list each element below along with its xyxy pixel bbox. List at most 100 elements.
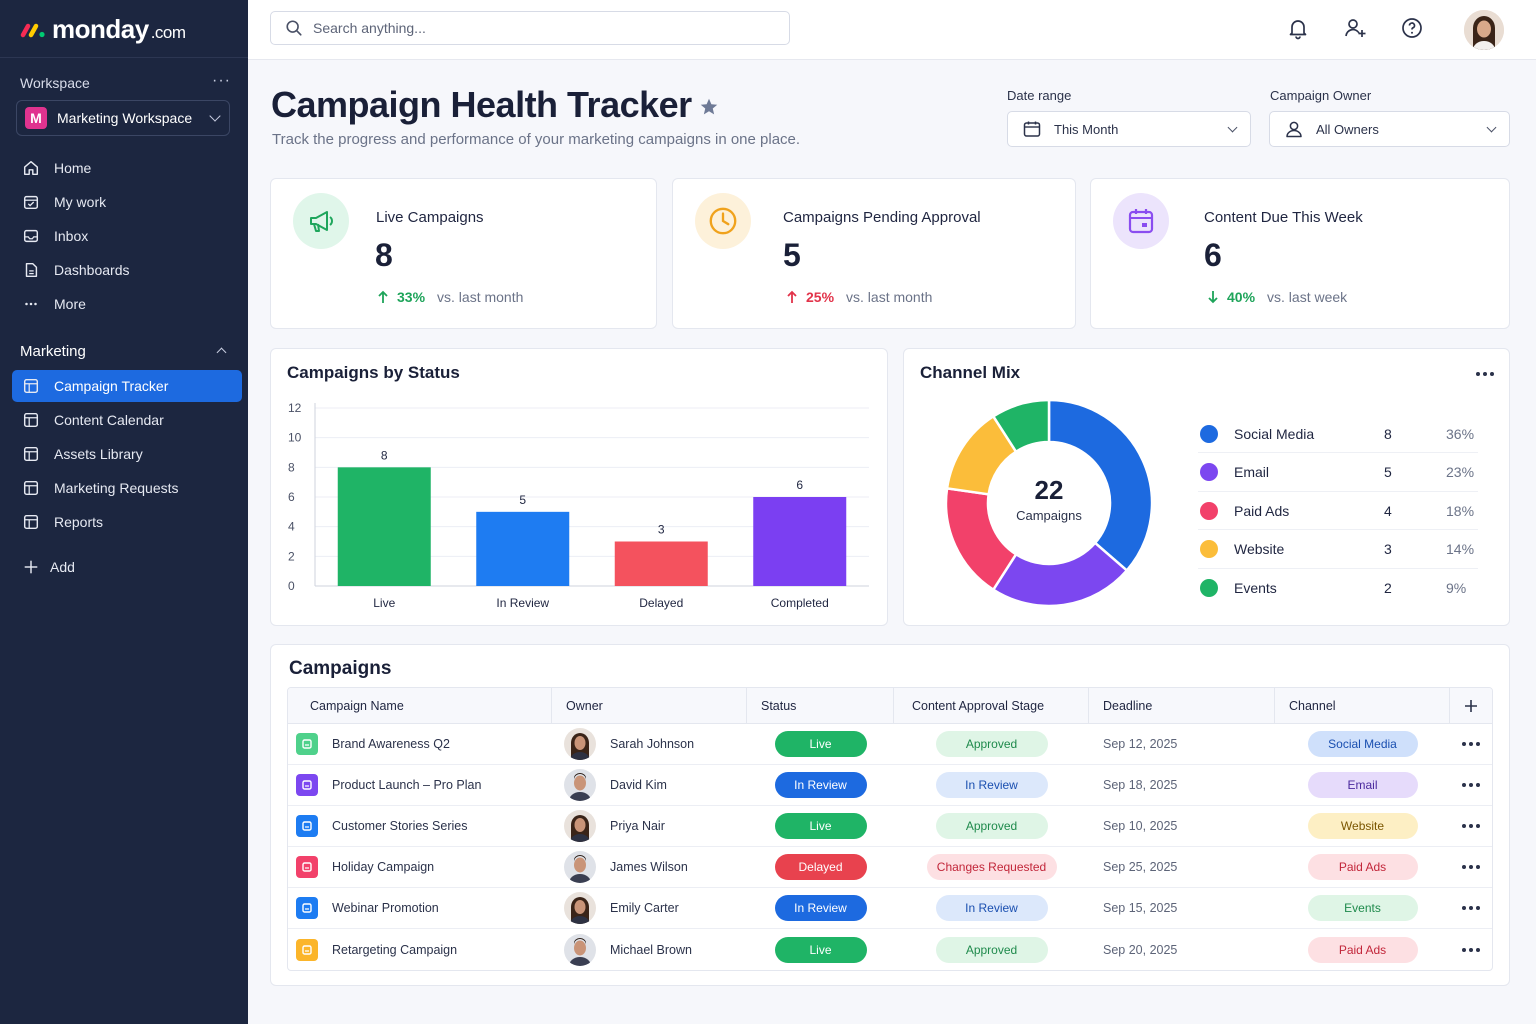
add-column-button[interactable] (1450, 688, 1492, 724)
owner-cell[interactable]: David Kim (552, 769, 747, 801)
owner-cell[interactable]: James Wilson (552, 851, 747, 883)
table-row[interactable]: Customer Stories Series Priya Nair Live App… (288, 806, 1492, 847)
donut-slice-events[interactable] (991, 398, 1051, 454)
approval-cell[interactable]: Approved (894, 731, 1089, 757)
sidebar-board-item[interactable]: Content Calendar (12, 404, 242, 436)
sidebar-board-item[interactable]: Marketing Requests (12, 472, 242, 504)
table-row[interactable]: Retargeting Campaign Michael Brown Live App… (288, 929, 1492, 970)
owner-cell[interactable]: Michael Brown (552, 933, 747, 966)
sidebar-board-item[interactable]: Campaign Tracker (12, 370, 242, 402)
status-cell[interactable]: In Review (747, 895, 894, 921)
bell-icon[interactable] (1286, 16, 1310, 40)
row-more-icon[interactable] (1462, 947, 1480, 952)
owner-filter-select[interactable]: All Owners (1269, 111, 1510, 147)
nav-inbox[interactable]: Inbox (12, 220, 242, 252)
column-header[interactable]: Owner (552, 688, 747, 724)
deadline-cell[interactable]: Sep 15, 2025 (1103, 901, 1178, 915)
deadline-cell[interactable]: Sep 25, 2025 (1103, 860, 1178, 874)
table-row[interactable]: Webinar Promotion Emily Carter In Review In… (288, 888, 1492, 929)
channel-pill[interactable]: Social Media (1307, 731, 1418, 757)
approval-cell[interactable]: Approved (894, 936, 1089, 963)
search-input[interactable]: Search anything... (270, 11, 790, 45)
column-header[interactable]: Deadline (1089, 688, 1275, 724)
approval-pill[interactable]: Changes Requested (926, 854, 1057, 880)
date-range-select[interactable]: This Month (1007, 111, 1251, 147)
table-row[interactable]: Holiday Campaign James Wilson Delayed Chang… (288, 847, 1492, 888)
status-cell[interactable]: In Review (747, 772, 894, 798)
deadline-cell[interactable]: Sep 10, 2025 (1103, 819, 1178, 833)
column-header[interactable]: Status (747, 688, 894, 724)
row-more-icon[interactable] (1462, 824, 1480, 828)
row-actions[interactable] (1450, 742, 1492, 746)
more-options-icon[interactable] (1476, 372, 1494, 376)
section-marketing[interactable]: Marketing (20, 343, 86, 360)
deadline-cell[interactable]: Sep 18, 2025 (1103, 778, 1178, 792)
status-pill[interactable]: In Review (774, 895, 867, 921)
channel-cell[interactable]: Paid Ads (1275, 854, 1450, 880)
workspace-selector[interactable]: M Marketing Workspace (16, 100, 230, 136)
status-pill[interactable]: Delayed (774, 854, 867, 880)
star-icon[interactable] (698, 96, 720, 118)
channel-pill[interactable]: Paid Ads (1307, 936, 1418, 963)
nav-home[interactable]: Home (12, 152, 242, 184)
status-pill[interactable]: Live (774, 731, 867, 757)
row-actions[interactable] (1450, 865, 1492, 869)
help-icon[interactable] (1400, 16, 1424, 40)
add-board-button[interactable]: Add (12, 551, 242, 583)
channel-pill[interactable]: Paid Ads (1307, 854, 1418, 880)
approval-pill[interactable]: In Review (935, 895, 1048, 921)
campaign-name-cell[interactable]: Customer Stories Series (288, 815, 552, 837)
row-actions[interactable] (1450, 783, 1492, 787)
owner-cell[interactable]: Sarah Johnson (552, 728, 747, 760)
deadline-cell[interactable]: Sep 12, 2025 (1103, 737, 1178, 751)
donut-slice-social-media[interactable] (1047, 398, 1154, 573)
channel-cell[interactable]: Social Media (1275, 731, 1450, 757)
row-more-icon[interactable] (1462, 742, 1480, 746)
channel-cell[interactable]: Events (1275, 895, 1450, 921)
row-more-icon[interactable] (1462, 865, 1480, 869)
status-cell[interactable]: Live (747, 813, 894, 839)
row-actions[interactable] (1450, 906, 1492, 910)
sidebar-board-item[interactable]: Assets Library (12, 438, 242, 470)
channel-cell[interactable]: Email (1275, 772, 1450, 798)
status-pill[interactable]: Live (774, 813, 867, 839)
status-pill[interactable]: In Review (774, 772, 867, 798)
approval-cell[interactable]: Approved (894, 813, 1089, 839)
row-more-icon[interactable] (1462, 906, 1480, 910)
channel-cell[interactable]: Paid Ads (1275, 936, 1450, 963)
user-avatar[interactable] (1464, 10, 1504, 50)
approval-cell[interactable]: In Review (894, 895, 1089, 921)
approval-cell[interactable]: In Review (894, 772, 1089, 798)
campaign-name-cell[interactable]: Holiday Campaign (288, 856, 552, 878)
owner-cell[interactable]: Priya Nair (552, 810, 747, 842)
column-header[interactable]: Channel (1275, 688, 1450, 724)
nav-more[interactable]: More (12, 288, 242, 320)
chevron-up-icon[interactable] (216, 347, 227, 358)
channel-pill[interactable]: Email (1307, 772, 1418, 798)
channel-cell[interactable]: Website (1275, 813, 1450, 839)
column-header[interactable]: Campaign Name (288, 688, 552, 724)
owner-cell[interactable]: Emily Carter (552, 892, 747, 924)
row-actions[interactable] (1450, 824, 1492, 828)
campaign-name-cell[interactable]: Brand Awareness Q2 (288, 733, 552, 755)
status-cell[interactable]: Live (747, 731, 894, 757)
nav-my-work[interactable]: My work (12, 186, 242, 218)
approval-pill[interactable]: In Review (935, 772, 1048, 798)
status-cell[interactable]: Delayed (747, 854, 894, 880)
approval-cell[interactable]: Changes Requested (894, 854, 1089, 880)
add-user-icon[interactable] (1343, 16, 1367, 40)
channel-pill[interactable]: Events (1307, 895, 1418, 921)
approval-pill[interactable]: Approved (935, 731, 1048, 757)
monday-logo[interactable]: monday .com (20, 14, 186, 45)
channel-pill[interactable]: Website (1307, 813, 1418, 839)
deadline-cell[interactable]: Sep 20, 2025 (1103, 942, 1178, 957)
row-more-icon[interactable] (1462, 783, 1480, 787)
table-row[interactable]: Product Launch – Pro Plan David Kim In Rev… (288, 765, 1492, 806)
campaign-name-cell[interactable]: Webinar Promotion (288, 897, 552, 919)
campaign-name-cell[interactable]: Retargeting Campaign (288, 938, 552, 961)
table-row[interactable]: Brand Awareness Q2 Sarah Johnson Live Appro… (288, 724, 1492, 765)
sidebar-board-item[interactable]: Reports (12, 506, 242, 538)
nav-dashboards[interactable]: Dashboards (12, 254, 242, 286)
campaign-name-cell[interactable]: Product Launch – Pro Plan (288, 774, 552, 796)
column-header[interactable]: Content Approval Stage (894, 688, 1089, 724)
